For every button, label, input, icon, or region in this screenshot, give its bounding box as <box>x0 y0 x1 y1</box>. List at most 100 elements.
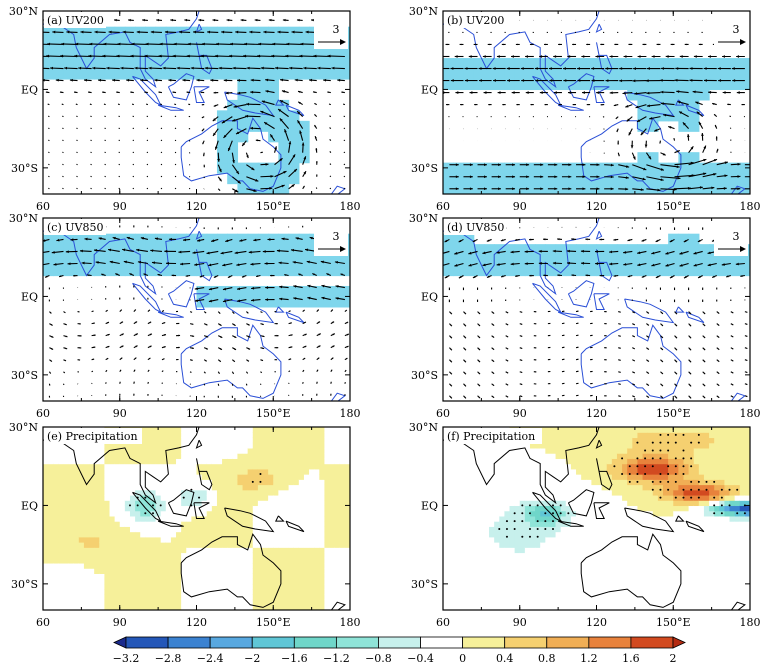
precip-cell <box>110 594 116 600</box>
precip-cell <box>156 469 162 475</box>
precip-cell <box>135 542 141 548</box>
precip-cell <box>319 532 325 538</box>
precip-cell <box>525 479 531 485</box>
precip-cell <box>340 547 346 553</box>
precip-cell <box>335 464 341 470</box>
precip-cell <box>227 511 233 517</box>
precip-cell <box>330 526 336 532</box>
stipple-dot <box>259 473 261 475</box>
precip-cell <box>212 453 218 459</box>
precip-cell <box>232 579 238 585</box>
precip-cell <box>479 594 485 600</box>
precip-cell <box>217 485 223 491</box>
precip-cell <box>299 547 305 553</box>
precip-cell <box>510 474 516 480</box>
shaded-cell <box>289 255 300 266</box>
precip-cell <box>212 495 218 501</box>
precip-cell <box>525 568 531 574</box>
precip-cell <box>504 500 510 506</box>
precip-cell <box>176 594 182 600</box>
shaded-cell <box>689 121 700 132</box>
precip-cell <box>314 516 320 522</box>
precip-cell <box>171 427 177 433</box>
precip-cell <box>150 469 156 475</box>
precip-cell <box>145 532 151 538</box>
wind-vector <box>604 335 606 336</box>
precip-cell <box>125 537 131 543</box>
precip-cell <box>294 584 300 590</box>
precip-cell <box>248 573 254 579</box>
precip-cell <box>202 443 208 449</box>
precip-cell <box>135 568 141 574</box>
precip-cell <box>130 594 136 600</box>
precip-cell <box>489 594 495 600</box>
precip-cell <box>294 568 300 574</box>
precip-cell <box>120 537 126 543</box>
precip-cell <box>299 521 305 527</box>
precip-cell <box>289 469 295 475</box>
precip-cell <box>120 573 126 579</box>
precip-cell <box>453 594 459 600</box>
precip-cell <box>463 453 469 459</box>
precip-cell <box>156 437 162 443</box>
precip-cell <box>258 563 264 569</box>
shaded-cell <box>658 69 669 80</box>
precip-cell <box>289 584 295 590</box>
precip-cell <box>330 437 336 443</box>
precip-cell <box>330 427 336 433</box>
precip-cell <box>202 526 208 532</box>
precip-cell <box>237 427 243 433</box>
precip-cell <box>115 495 121 501</box>
precip-cell <box>335 594 341 600</box>
precip-cell <box>510 500 516 506</box>
precip-cell <box>253 505 259 511</box>
shaded-cell <box>504 69 515 80</box>
precip-cell <box>484 485 490 491</box>
precip-cell <box>202 479 208 485</box>
precip-cell <box>535 552 541 558</box>
precip-cell <box>484 516 490 522</box>
precip-cell <box>489 511 495 517</box>
precip-cell <box>125 469 131 475</box>
shaded-cell <box>268 69 279 80</box>
precip-cell <box>489 547 495 553</box>
precip-cell <box>474 568 480 574</box>
precip-cell <box>130 532 136 538</box>
precip-cell <box>324 516 330 522</box>
precip-cell <box>283 469 289 475</box>
precip-cell <box>479 579 485 585</box>
panel-a-field <box>32 0 351 207</box>
precip-cell <box>515 505 521 511</box>
precip-cell <box>176 448 182 454</box>
precip-cell <box>207 464 213 470</box>
precip-cell <box>94 573 100 579</box>
precip-cell <box>104 547 110 553</box>
precip-cell <box>289 495 295 501</box>
precip-cell <box>232 474 238 480</box>
precip-cell <box>63 505 69 511</box>
precip-cell <box>130 558 136 564</box>
precip-cell <box>237 458 243 464</box>
precip-cell <box>515 485 521 491</box>
precip-cell <box>186 558 192 564</box>
precip-cell <box>79 495 85 501</box>
shaded-cell <box>709 69 720 80</box>
x-tick-label: 180 <box>740 200 761 213</box>
precip-cell <box>248 458 254 464</box>
precip-cell <box>94 469 100 475</box>
precip-cell <box>120 511 126 517</box>
precip-cell <box>94 448 100 454</box>
precip-cell <box>94 552 100 558</box>
precip-cell <box>171 537 177 543</box>
precip-cell <box>294 490 300 496</box>
precip-cell <box>453 495 459 501</box>
precip-cell <box>453 500 459 506</box>
precip-cell <box>294 589 300 595</box>
shaded-cell <box>668 265 679 276</box>
precip-cell <box>448 479 454 485</box>
precip-cell <box>74 516 80 522</box>
precip-cell <box>299 594 305 600</box>
precip-cell <box>130 573 136 579</box>
precip-cell <box>443 464 449 470</box>
precip-cell <box>545 579 551 585</box>
